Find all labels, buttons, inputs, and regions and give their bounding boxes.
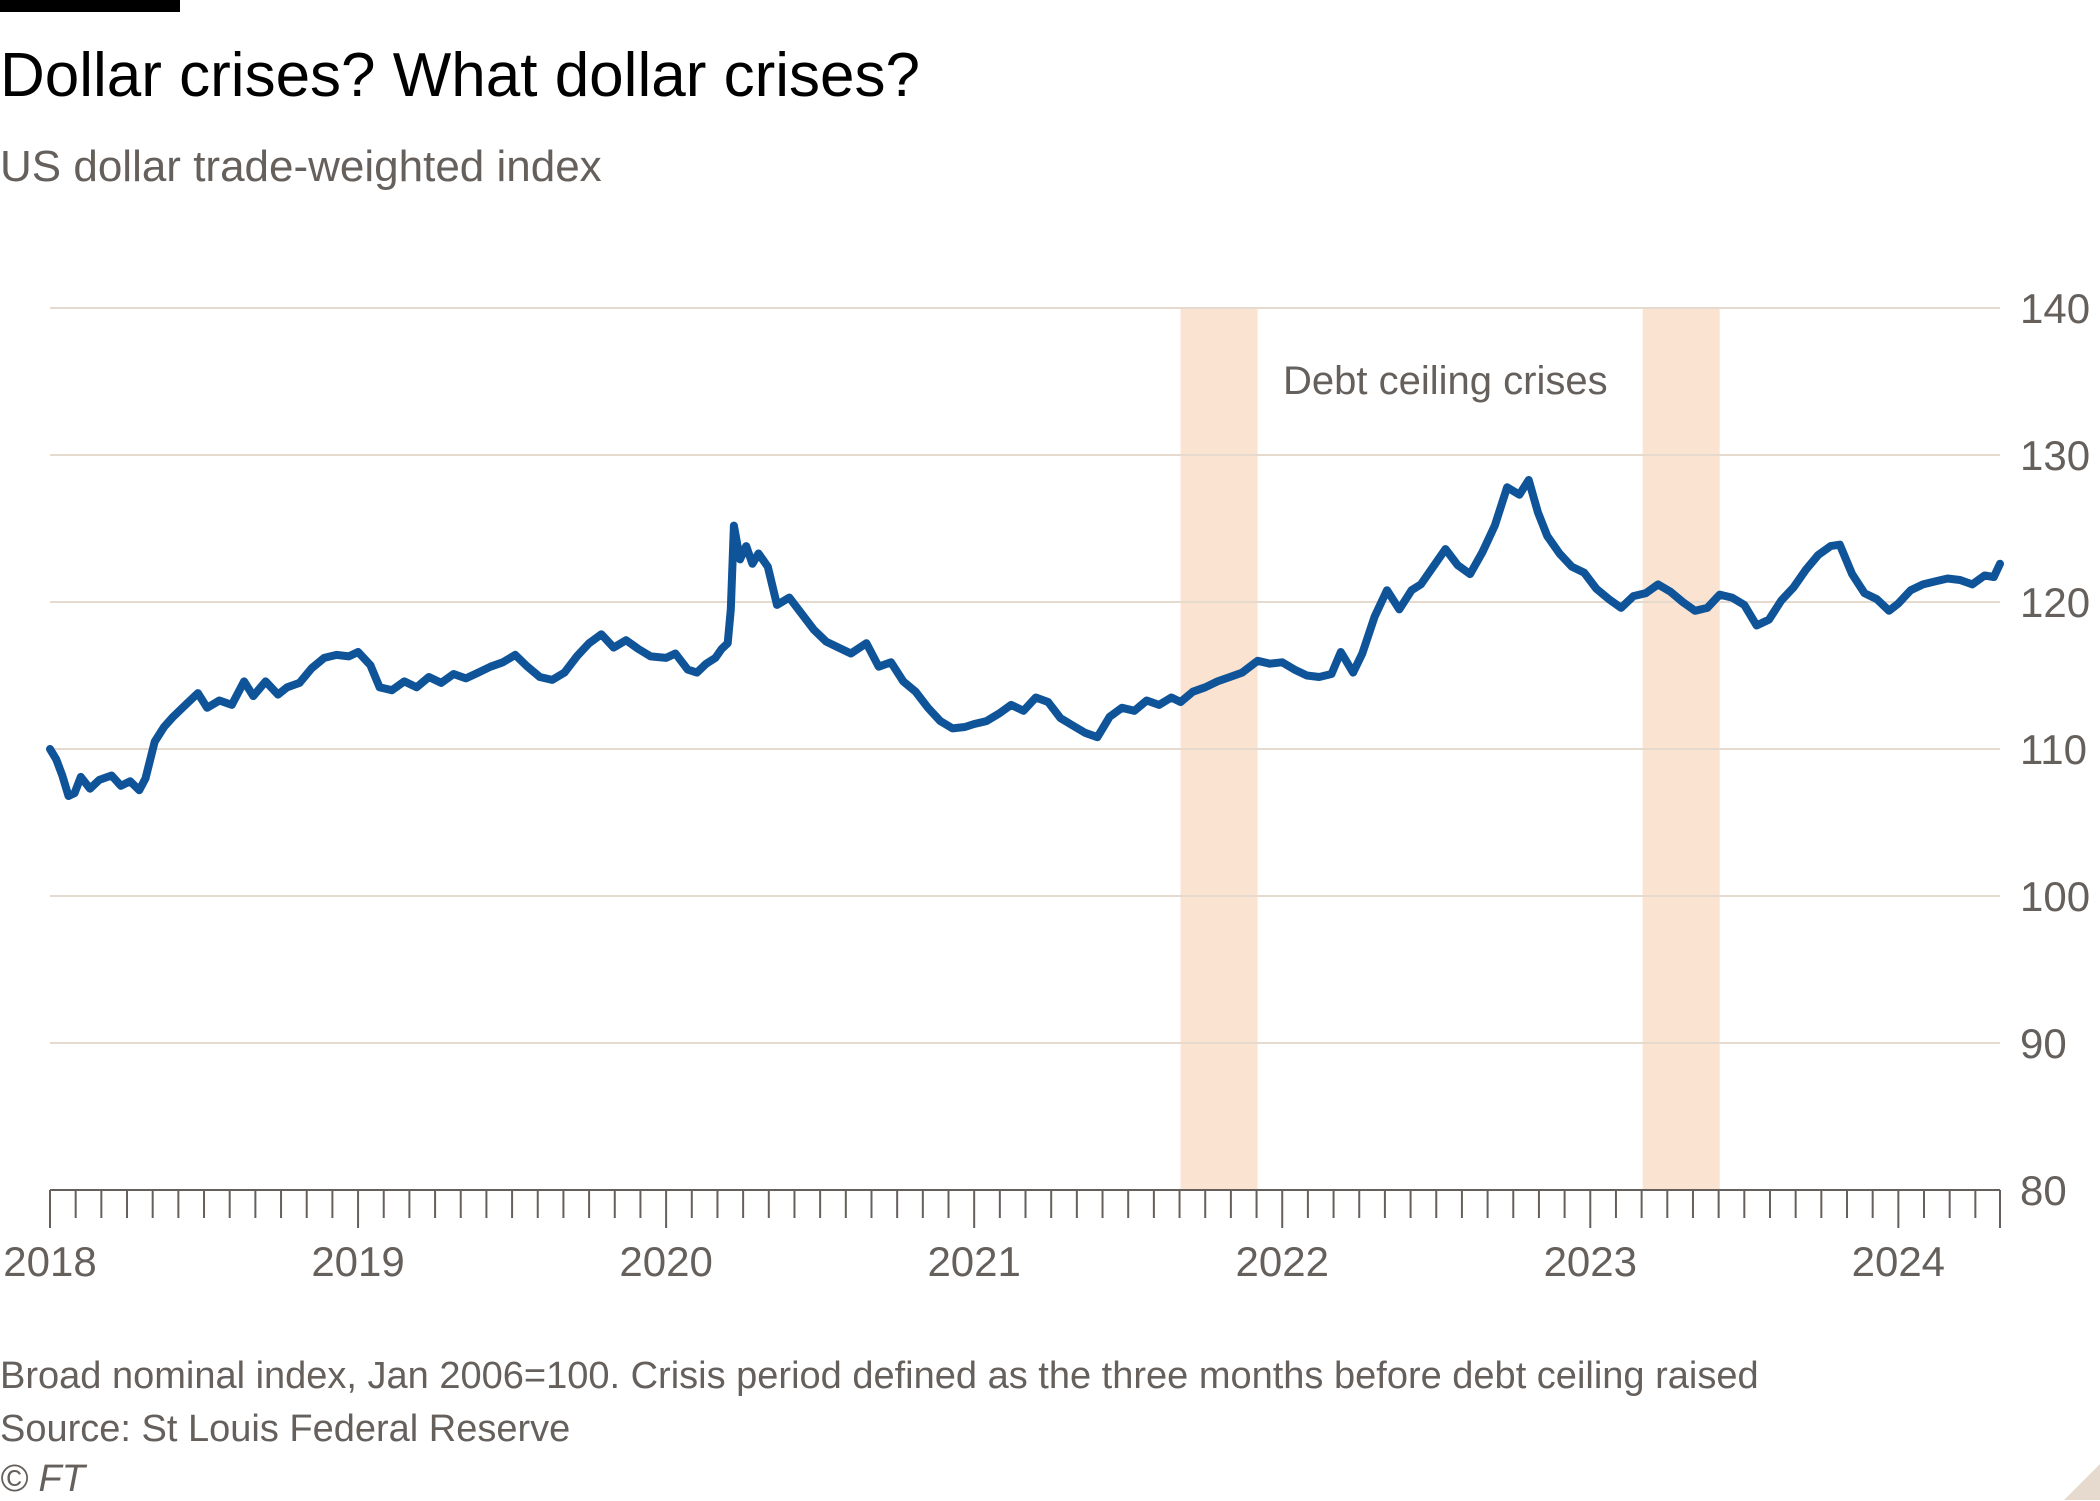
y-tick-label-100: 100 [2020, 873, 2090, 920]
x-tick-label-2018: 2018 [3, 1238, 96, 1285]
y-tick-label-130: 130 [2020, 432, 2090, 479]
x-tick-label-2021: 2021 [927, 1238, 1020, 1285]
x-tick-label-2024: 2024 [1852, 1238, 1945, 1285]
y-tick-label-120: 120 [2020, 579, 2090, 626]
x-tick-label-2022: 2022 [1236, 1238, 1329, 1285]
x-axis-labels: 2018 2019 2020 2021 2022 2023 2024 [3, 1238, 1945, 1285]
footnote: Broad nominal index, Jan 2006=100. Crisi… [0, 1355, 1759, 1397]
y-tick-label-110: 110 [2020, 726, 2087, 773]
x-tick-label-2019: 2019 [311, 1238, 404, 1285]
x-tick-label-2023: 2023 [1544, 1238, 1637, 1285]
chart-title: Dollar crises? What dollar crises? [0, 41, 920, 110]
copyright: © FT [0, 1458, 85, 1500]
chart-subtitle: US dollar trade-weighted index [0, 142, 602, 191]
brand-bar [0, 0, 180, 12]
y-tick-label-90: 90 [2020, 1020, 2067, 1067]
series-line-usd-index [46, 476, 2004, 800]
x-axis [49, 1189, 2001, 1228]
corner-mark [2064, 1464, 2100, 1500]
annotation-debt-ceiling: Debt ceiling crises [1283, 359, 1608, 403]
y-tick-label-140: 140 [2020, 285, 2090, 332]
source-note: Source: St Louis Federal Reserve [0, 1408, 571, 1450]
x-tick-label-2020: 2020 [619, 1238, 712, 1285]
y-tick-label-80: 80 [2020, 1167, 2067, 1214]
y-axis-labels: 80 90 100 110 120 130 140 [2020, 285, 2090, 1214]
line-chart: 80 90 100 110 120 130 140 2018 2019 2020 2021 2022… [3, 285, 2090, 1285]
gridlines [50, 307, 2000, 1044]
